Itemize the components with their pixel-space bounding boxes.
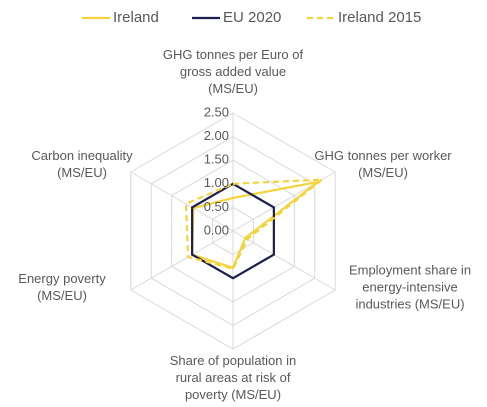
- y-tick-label: 0.50: [204, 199, 229, 214]
- axis-label: GHG tonnes per Euro of gross added value…: [162, 47, 304, 96]
- y-tick-label: 2.50: [204, 104, 229, 119]
- axis-label: Carbon inequality (MS/EU): [31, 148, 133, 180]
- legend-label: Ireland 2015: [338, 9, 421, 26]
- axis-label: Employment share in energy-intensive ind…: [348, 262, 472, 312]
- axis-label: Share of population in rural areas at ri…: [169, 353, 297, 402]
- legend-label: Ireland: [113, 9, 159, 26]
- y-tick-label: 2.00: [204, 128, 229, 143]
- spoke: [130, 171, 234, 232]
- y-tick-label: 1.50: [204, 152, 229, 167]
- spoke: [130, 230, 234, 291]
- y-tick-label: 0.00: [204, 222, 229, 237]
- series-line: [191, 182, 275, 280]
- axis-label: Energy poverty (MS/EU): [18, 271, 106, 303]
- legend-label: EU 2020: [223, 9, 281, 26]
- axis-label: GHG tonnes per worker (MS/EU): [314, 148, 452, 180]
- y-tick-label: 1.00: [204, 175, 229, 190]
- spoke: [232, 230, 336, 291]
